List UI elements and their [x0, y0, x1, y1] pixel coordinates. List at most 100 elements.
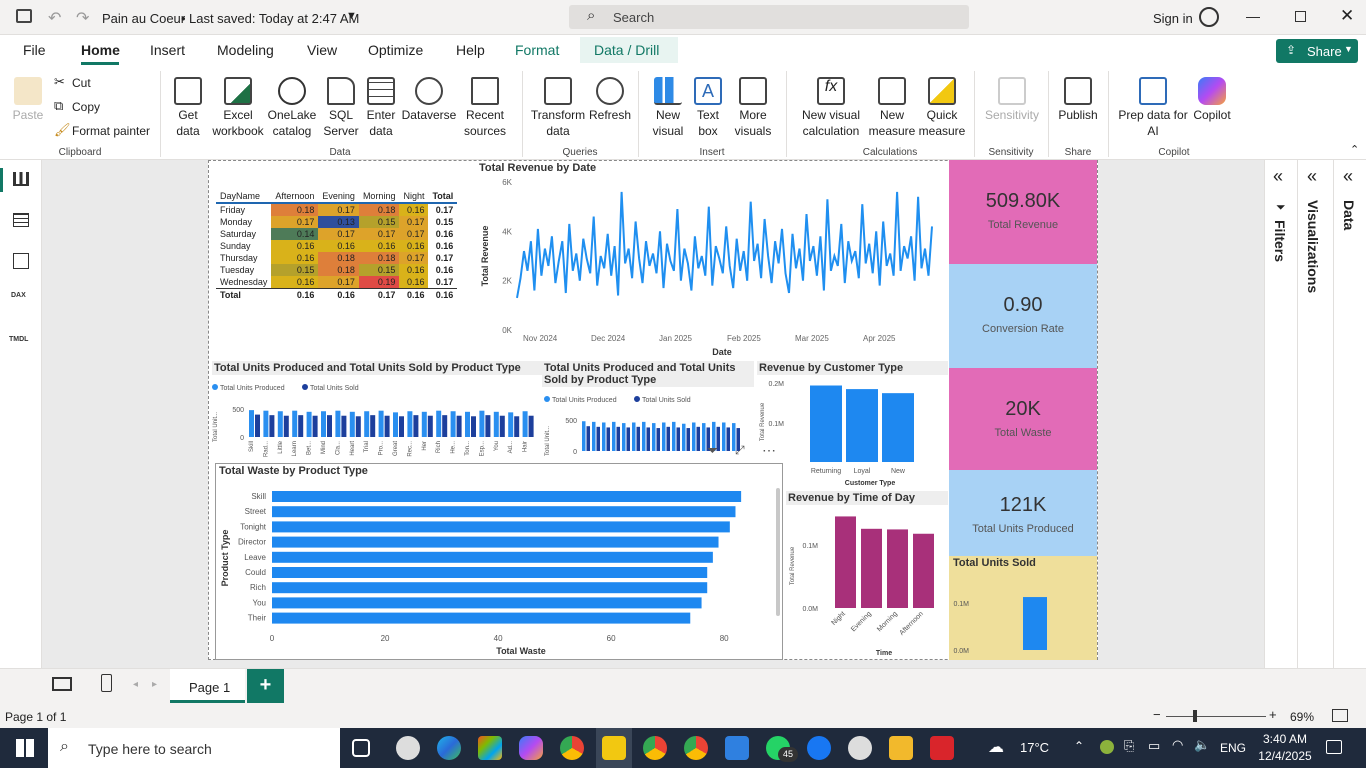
show-hidden-icons[interactable]: ⌃	[1074, 739, 1085, 753]
table-view-icon[interactable]	[13, 213, 29, 227]
search-box[interactable]: ⌕ Search	[569, 5, 969, 29]
zoom-slider-thumb[interactable]	[1193, 710, 1197, 722]
store-icon[interactable]	[478, 736, 502, 760]
notifications-icon[interactable]	[1326, 740, 1342, 754]
redo-icon[interactable]: ↷	[76, 10, 90, 27]
units-bar-chart-2[interactable]: Total Units Produced Total Units Sold Tota…	[540, 391, 755, 463]
kpi-card[interactable]: 121K Total Units Produced	[949, 470, 1097, 556]
get-data-button[interactable]: Get data	[168, 77, 208, 139]
desktop-layout-icon[interactable]	[52, 677, 72, 691]
copilot-icon[interactable]	[519, 736, 543, 760]
expand-visualizations-icon[interactable]: «	[1307, 166, 1318, 186]
scroll-left-icon[interactable]: ◂	[133, 679, 139, 690]
enter-data-button[interactable]: Enter data	[364, 77, 398, 139]
battery-icon[interactable]: ▭	[1148, 738, 1161, 753]
save-icon[interactable]	[16, 9, 32, 23]
cut-button[interactable]: Cut	[72, 76, 91, 90]
vscode-icon[interactable]	[725, 736, 749, 760]
menu-data-drill[interactable]: Data / Drill	[594, 42, 660, 58]
matrix-header-cell[interactable]: Night	[399, 190, 429, 204]
menu-help[interactable]: Help	[456, 42, 485, 58]
tab-page-1[interactable]: Page 1	[170, 669, 245, 703]
units-bar-chart[interactable]: Total Units Produced Total Units Sold Tota…	[208, 377, 538, 462]
revenue-line-chart[interactable]: Total Revenue by Date 0K 2K 4K 6K Nov 2024 Dec…	[472, 160, 942, 360]
facebook-icon[interactable]	[807, 736, 831, 760]
tray-icon[interactable]: ⎘	[1124, 738, 1135, 753]
waste-bar-chart[interactable]: Product Type Skill Street Tonight Director Le…	[216, 478, 776, 660]
quick-measure-button[interactable]: Quick measure	[918, 77, 966, 139]
time-of-day-bar-chart[interactable]: 0.0M 0.1M Total Revenue Night Evening Morning…	[784, 506, 948, 660]
copy-button[interactable]: Copy	[72, 100, 101, 114]
new-visual-button[interactable]: New visual	[648, 77, 688, 139]
matrix-header-cell[interactable]: Morning	[358, 190, 400, 204]
chrome-profile-2-icon[interactable]	[684, 736, 708, 760]
scroll-right-icon[interactable]: ▸	[152, 679, 158, 690]
wps-icon[interactable]	[930, 736, 954, 760]
sign-in-link[interactable]: Sign in	[1153, 11, 1193, 26]
matrix-header-cell[interactable]: Afternoon	[271, 190, 319, 204]
recent-sources-button[interactable]: Recent sources	[458, 77, 512, 139]
visualizations-pane[interactable]: Visualizations	[1305, 200, 1321, 294]
zoom-out-icon[interactable]: −	[1153, 707, 1161, 722]
app-icon-1[interactable]	[396, 736, 420, 760]
new-visual-calculation-button[interactable]: fx New visual calculation	[798, 77, 864, 139]
clock-date[interactable]: 12/4/2025	[1258, 749, 1312, 763]
taskbar-search[interactable]: ⌕ Type here to search	[48, 728, 340, 768]
expand-filters-icon[interactable]: «	[1273, 166, 1284, 186]
chrome-profile-icon[interactable]	[643, 736, 667, 760]
maximize-icon[interactable]	[1295, 11, 1306, 22]
task-view-icon[interactable]	[352, 739, 370, 757]
customer-type-bar-chart[interactable]: 0.1M 0.2M Total Revenue Returning Loyal New Cu…	[756, 376, 948, 488]
paste-button[interactable]: Paste	[10, 77, 46, 123]
language-indicator[interactable]: ENG	[1220, 741, 1247, 755]
zoom-in-icon[interactable]: +	[1269, 707, 1277, 722]
weather-temp[interactable]: 17°C	[1020, 740, 1050, 755]
filter-icon[interactable]: ⏷	[707, 442, 719, 458]
matrix-header-cell[interactable]: Total	[428, 190, 458, 204]
model-view-icon[interactable]	[13, 253, 29, 269]
chrome-icon[interactable]	[560, 736, 584, 760]
kpi-card[interactable]: 509.80K Total Revenue	[949, 160, 1097, 264]
clock-time[interactable]: 3:40 AM	[1262, 732, 1308, 746]
sensitivity-button[interactable]: Sensitivity	[982, 77, 1042, 123]
refresh-button[interactable]: Refresh	[588, 77, 632, 123]
matrix-header-cell[interactable]: Evening	[318, 190, 359, 204]
menu-optimize[interactable]: Optimize	[368, 42, 424, 58]
excel-button[interactable]: Excel workbook	[210, 77, 266, 139]
prep-data-ai-button[interactable]: Prep data for AI	[1116, 77, 1190, 139]
focus-mode-icon[interactable]: ⤢	[735, 443, 745, 457]
scrollbar[interactable]	[776, 488, 780, 616]
text-box-button[interactable]: A Text box	[690, 77, 726, 139]
mobile-layout-icon[interactable]	[101, 674, 112, 692]
more-visuals-button[interactable]: More visuals	[728, 77, 778, 139]
tray-app-icon[interactable]	[1100, 740, 1114, 754]
volume-icon[interactable]: 🔈	[1194, 737, 1211, 752]
minimize-icon[interactable]: —	[1246, 8, 1260, 24]
fit-to-page-icon[interactable]	[1332, 709, 1348, 722]
chevron-down-icon[interactable]: ▼	[346, 10, 357, 22]
menu-home[interactable]: Home	[81, 42, 120, 58]
undo-icon[interactable]: ↶	[48, 10, 62, 27]
matrix-visual[interactable]: DayName Afternoon Evening Morning Night Total…	[216, 190, 471, 320]
report-view-icon[interactable]	[13, 172, 29, 186]
kpi-card[interactable]: 0.90 Conversion Rate	[949, 264, 1097, 368]
matrix-header-cell[interactable]: DayName	[216, 190, 272, 204]
dataverse-button[interactable]: Dataverse	[401, 77, 457, 123]
new-measure-button[interactable]: New measure	[866, 77, 918, 139]
kpi-card[interactable]: 20K Total Waste	[949, 368, 1097, 470]
powerbi-icon[interactable]	[602, 736, 626, 760]
account-icon[interactable]	[1199, 7, 1219, 27]
onelake-button[interactable]: OneLake catalog	[266, 77, 318, 139]
publish-button[interactable]: Publish	[1056, 77, 1100, 123]
collapse-ribbon-icon[interactable]: ⌃	[1350, 144, 1360, 156]
copilot-button[interactable]: Copilot	[1190, 77, 1234, 123]
more-options-icon[interactable]: ⋯	[762, 442, 776, 458]
paint-icon[interactable]	[848, 736, 872, 760]
menu-modeling[interactable]: Modeling	[217, 42, 274, 58]
filters-pane[interactable]: Filters	[1272, 220, 1288, 263]
menu-file[interactable]: File	[23, 42, 46, 58]
zoom-slider-track[interactable]	[1166, 716, 1266, 717]
transform-data-button[interactable]: Transform data	[530, 77, 586, 139]
add-page-button[interactable]: +	[247, 669, 284, 703]
edge-icon[interactable]	[437, 736, 461, 760]
